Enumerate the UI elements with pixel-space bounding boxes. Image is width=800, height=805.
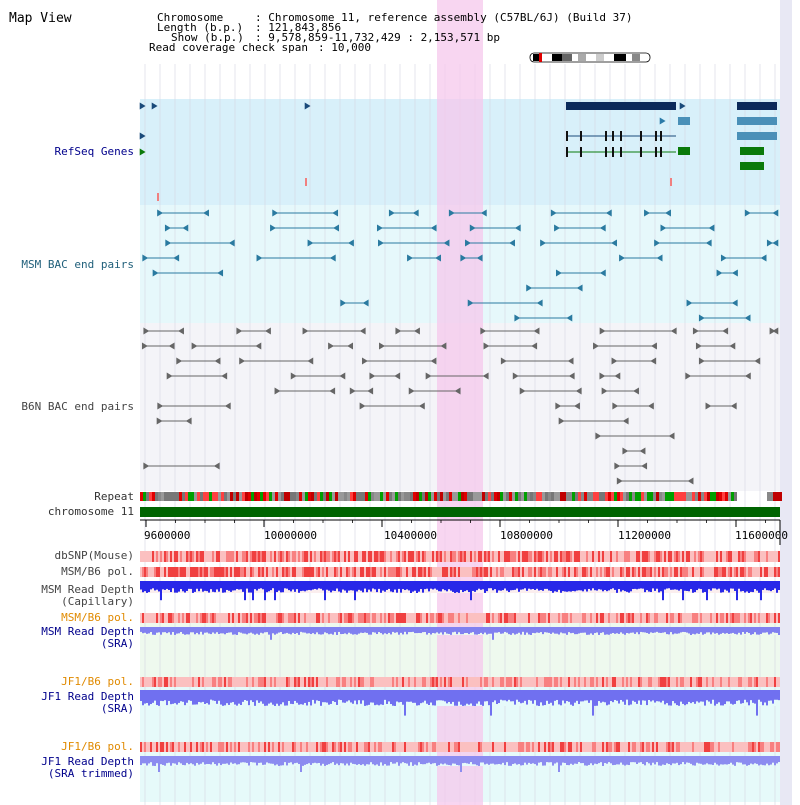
track-label-jf1-depth-sra-1[interactable]: JF1 Read Depth — [41, 690, 134, 703]
track-label-refseq[interactable]: RefSeq Genes — [54, 145, 134, 158]
show-key: Show (b.p.) — [171, 31, 244, 44]
axis-tick-label: 10000000 — [264, 529, 317, 542]
axis-tick-label: 11600000 — [735, 529, 788, 542]
chromosome-bar — [140, 507, 780, 517]
right-scroll-strip — [780, 0, 792, 805]
gene-block — [737, 132, 777, 140]
highlight-region — [437, 0, 483, 805]
chromosome-value: : Chromosome 11, reference assembly (C57… — [255, 11, 633, 24]
track-label-repeat[interactable]: Repeat — [94, 490, 134, 503]
depth-tracks — [140, 581, 780, 772]
track-label-msm-depth-cap-1[interactable]: MSM Read Depth — [41, 583, 134, 596]
coverage-key: Read coverage check span — [149, 41, 308, 54]
track-label-dbsnp[interactable]: dbSNP(Mouse) — [54, 549, 134, 562]
track-label-chromosome: chromosome 11 — [47, 505, 134, 518]
heat-tracks — [140, 551, 780, 752]
coverage-value: : 10,000 — [318, 41, 371, 54]
gene-block — [678, 147, 690, 155]
repeat-track — [140, 492, 782, 501]
gene-block — [740, 162, 764, 170]
track-label-jf1-depth-trim-1[interactable]: JF1 Read Depth — [41, 755, 134, 768]
chromosome-key: Chromosome — [157, 11, 224, 24]
features-layer — [139, 102, 779, 485]
gene-block — [678, 117, 690, 125]
track-label-msm-depth-sra-2: (SRA) — [100, 637, 134, 650]
length-key: Length (b.p.) — [157, 21, 244, 34]
axis-tick-label: 11200000 — [618, 529, 671, 542]
track-label-msm-bac[interactable]: MSM BAC end pairs — [21, 258, 134, 271]
gene-block — [566, 102, 676, 110]
length-value: : 121,843,856 — [255, 21, 342, 34]
track-label-msm-depth-cap-2: (Capillary) — [61, 595, 134, 608]
track-label-msm-b6-pol-2[interactable]: MSM/B6 pol. — [61, 611, 134, 624]
axis-tick-label: 9600000 — [144, 529, 191, 542]
track-label-jf1-depth-sra-2: (SRA) — [100, 702, 134, 715]
chromosome-ideogram — [529, 52, 651, 63]
axis-tick-label: 10800000 — [500, 529, 553, 542]
show-value: : 9,578,859-11,732,429 : 2,153,571 bp — [255, 31, 501, 44]
gene-block — [740, 147, 764, 155]
gene-block — [737, 102, 777, 110]
track-label-jf1-b6-pol-1[interactable]: JF1/B6 pol. — [61, 675, 134, 688]
track-label-msm-b6-pol-1[interactable]: MSM/B6 pol. — [61, 565, 134, 578]
track-label-msm-depth-sra-1[interactable]: MSM Read Depth — [41, 625, 134, 638]
page-title: Map View — [9, 11, 72, 26]
gene-block — [737, 117, 777, 125]
track-label-jf1-depth-trim-2: (SRA trimmed) — [47, 767, 134, 780]
axis-ticks — [145, 520, 766, 527]
axis-tick-label: 10400000 — [384, 529, 437, 542]
track-label-b6n-bac[interactable]: B6N BAC end pairs — [21, 400, 134, 413]
track-label-jf1-b6-pol-2[interactable]: JF1/B6 pol. — [61, 740, 134, 753]
